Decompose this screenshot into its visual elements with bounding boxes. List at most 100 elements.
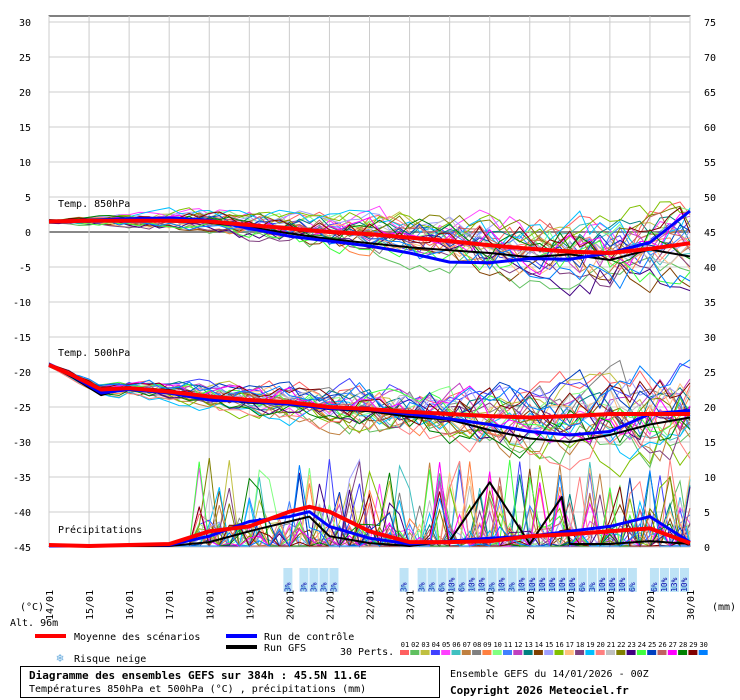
snow-marker: 3%❄ bbox=[299, 568, 309, 594]
snowflake-icon: ❄ bbox=[439, 584, 445, 594]
snow-marker: 3%❄ bbox=[427, 568, 437, 594]
snowflake-icon: ❄ bbox=[671, 584, 677, 594]
right-tick-label: 40 bbox=[704, 263, 716, 274]
pert-color-swatch bbox=[492, 650, 502, 655]
snowflake-icon: ❄ bbox=[519, 584, 525, 594]
left-tick-label: -40 bbox=[13, 508, 31, 519]
snow-bar bbox=[457, 568, 467, 592]
snow-bar bbox=[299, 568, 309, 592]
snow-percent-label: 10% bbox=[518, 577, 527, 592]
pert-number-label: 16 bbox=[555, 641, 563, 649]
snow-bar bbox=[679, 568, 689, 592]
pert-number-label: 24 bbox=[638, 641, 646, 649]
mean-line-t500 bbox=[48, 363, 690, 420]
snow-bar bbox=[319, 568, 329, 592]
right-tick-label: 55 bbox=[704, 158, 716, 169]
snow-bar bbox=[329, 568, 339, 592]
pert-number-label: 12 bbox=[514, 641, 522, 649]
snow-bar bbox=[447, 568, 457, 592]
x-tick-label: 18/01 bbox=[205, 590, 216, 620]
left-tick-label: -5 bbox=[19, 263, 31, 274]
x-tick-label: 19/01 bbox=[245, 590, 256, 620]
pert-color-swatch bbox=[626, 650, 636, 655]
pert-color-swatch bbox=[533, 650, 543, 655]
right-tick-label: 35 bbox=[704, 298, 716, 309]
snow-percent-label: 3% bbox=[283, 582, 292, 592]
pert-color-swatch bbox=[678, 650, 688, 655]
snow-marker: 3%❄ bbox=[283, 568, 293, 594]
pert-number-label: 17 bbox=[566, 641, 574, 649]
pert-number-label: 07 bbox=[463, 641, 471, 649]
snowflake-icon: ❄ bbox=[539, 584, 545, 594]
chart-title: Diagramme des ensembles GEFS sur 384h : … bbox=[29, 669, 367, 682]
legend-mean-label: Moyenne des scénarios bbox=[74, 631, 200, 643]
pert-color-swatch bbox=[554, 650, 564, 655]
left-axis-label: (°C) bbox=[20, 602, 44, 613]
pert-color-swatch bbox=[503, 650, 512, 655]
x-tick-label: 28/01 bbox=[606, 590, 617, 620]
altitude-label: Alt. 96m bbox=[10, 618, 58, 629]
snow-percent-label: 10% bbox=[538, 577, 547, 592]
snow-percent-label: 3% bbox=[418, 582, 427, 592]
x-tick-label: 24/01 bbox=[446, 590, 457, 620]
snow-percent-label: 3% bbox=[299, 582, 308, 592]
pert-color-swatch bbox=[667, 650, 677, 655]
pert-23-t850 bbox=[48, 220, 691, 297]
snow-percent-label: 6% bbox=[438, 582, 447, 592]
snow-marker: 10%❄ bbox=[567, 568, 577, 594]
snow-marker: 10%❄ bbox=[447, 568, 457, 594]
right-tick-label: 45 bbox=[704, 228, 716, 239]
snow-bar bbox=[597, 568, 607, 592]
snow-marker: 3%❄ bbox=[487, 568, 497, 594]
snow-bar bbox=[547, 568, 557, 592]
pert-20-t500 bbox=[48, 364, 691, 471]
snowflake-icon: ❄ bbox=[489, 584, 495, 594]
snow-bar bbox=[537, 568, 547, 592]
snow-marker: 10%❄ bbox=[497, 568, 507, 594]
snow-bar bbox=[527, 568, 537, 592]
snow-percent-label: 10% bbox=[478, 577, 487, 592]
snow-percent-label: 10% bbox=[680, 577, 689, 592]
x-tick-label: 27/01 bbox=[566, 590, 577, 620]
right-tick-label: 0 bbox=[704, 543, 710, 554]
pert-color-swatch bbox=[430, 650, 440, 655]
snow-marker: 6%❄ bbox=[437, 568, 447, 594]
snowflake-icon: ❄ bbox=[285, 584, 291, 594]
pert-28-t500 bbox=[48, 365, 691, 459]
right-tick-label: 50 bbox=[704, 193, 716, 204]
left-tick-label: -30 bbox=[13, 438, 31, 449]
left-tick-label: -20 bbox=[13, 368, 31, 379]
right-tick-label: 5 bbox=[704, 508, 710, 519]
snow-bar bbox=[517, 568, 527, 592]
snowflake-icon: ❄ bbox=[569, 584, 575, 594]
x-tick-label: 30/01 bbox=[686, 590, 697, 620]
x-tick-label: 21/01 bbox=[325, 590, 336, 620]
snow-marker: 10%❄ bbox=[517, 568, 527, 594]
snowflake-icon: ❄ bbox=[469, 584, 475, 594]
snow-bar bbox=[507, 568, 517, 592]
snow-bar bbox=[417, 568, 427, 592]
pert-number-label: 11 bbox=[504, 641, 512, 649]
pert-color-swatch bbox=[657, 650, 667, 655]
pert-number-label: 22 bbox=[617, 641, 625, 649]
snow-marker: 10%❄ bbox=[527, 568, 537, 594]
snow-percent-label: 10% bbox=[568, 577, 577, 592]
snow-percent-label: 3% bbox=[329, 582, 338, 592]
pert-color-swatch bbox=[420, 650, 430, 655]
snowflake-icon: ❄ bbox=[429, 584, 435, 594]
snow-percent-label: 6% bbox=[578, 582, 587, 592]
mean-line-precip bbox=[48, 504, 691, 548]
snow-marker: 13%❄ bbox=[669, 568, 679, 594]
snow-bar bbox=[567, 568, 577, 592]
snow-bar bbox=[649, 568, 659, 592]
left-tick-label: 20 bbox=[19, 88, 31, 99]
pert-number-label: 18 bbox=[576, 641, 584, 649]
left-tick-label: -45 bbox=[13, 543, 31, 554]
snow-percent-label: 10% bbox=[598, 577, 607, 592]
snow-marker: 3%❄ bbox=[417, 568, 427, 594]
legend-snow-label: Risque neige bbox=[74, 654, 146, 665]
snowflake-icon: ❄ bbox=[589, 584, 595, 594]
snowflake-icon: ❄ bbox=[449, 584, 455, 594]
pert-color-swatch bbox=[513, 650, 523, 655]
